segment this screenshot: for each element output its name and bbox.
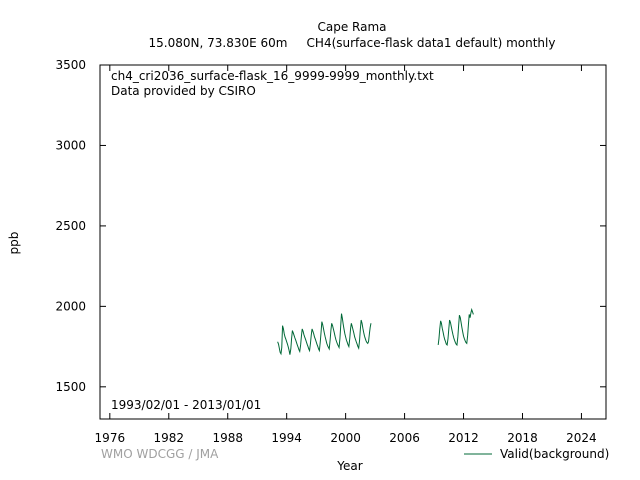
- x-tick-label: 1988: [212, 431, 243, 445]
- x-tick-label: 1982: [154, 431, 185, 445]
- x-tick-label: 2018: [507, 431, 538, 445]
- x-tick-label: 1976: [95, 431, 126, 445]
- watermark: WMO WDCGG / JMA: [101, 447, 219, 461]
- y-tick-label: 1500: [55, 380, 86, 394]
- axis-ticks: 1976 1982 1988 1994 2000 2006 2012 2018 2024 1500…: [55, 58, 606, 445]
- y-tick-label: 2000: [55, 299, 86, 313]
- x-tick-label: 1994: [271, 431, 302, 445]
- y-tick-label: 2500: [55, 219, 86, 233]
- series-line: [437, 307, 474, 347]
- y-axis-label: ppb: [7, 232, 21, 255]
- plot-area: [277, 307, 474, 356]
- plot-frame: [99, 64, 607, 420]
- series-line: [277, 313, 372, 356]
- x-tick-label: 2000: [330, 431, 361, 445]
- file-label: ch4_cri2036_surface-flask_16_9999-9999_m…: [111, 69, 434, 83]
- x-tick-label: 2006: [389, 431, 420, 445]
- period-label: 1993/02/01 - 2013/01/01: [111, 398, 261, 412]
- x-tick-label: 2012: [448, 431, 479, 445]
- x-axis-label: Year: [336, 459, 362, 473]
- legend: Valid(background): [464, 447, 609, 461]
- provider-label: Data provided by CSIRO: [111, 84, 256, 98]
- chart-subtitle: 15.080N, 73.830E 60m CH4(surface-flask d…: [149, 36, 556, 50]
- chart-title: Cape Rama: [317, 20, 386, 34]
- legend-label: Valid(background): [500, 447, 609, 461]
- y-tick-label: 3000: [55, 138, 86, 152]
- y-tick-label: 3500: [55, 58, 86, 72]
- x-tick-label: 2024: [566, 431, 597, 445]
